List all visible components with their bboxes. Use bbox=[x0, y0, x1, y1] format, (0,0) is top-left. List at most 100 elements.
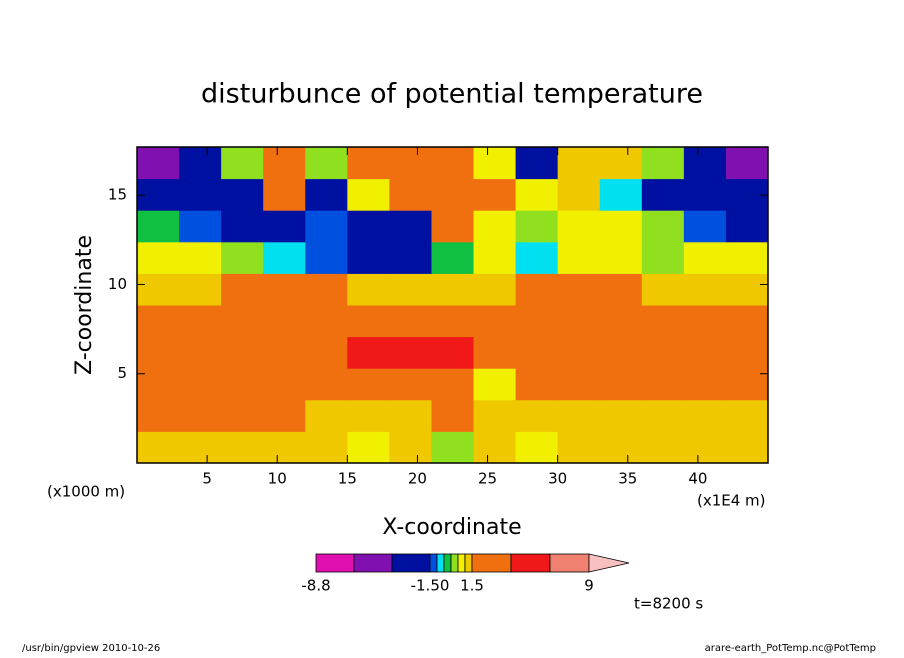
field-cell bbox=[179, 368, 222, 401]
colorbar-segment bbox=[443, 553, 452, 573]
field-cell bbox=[515, 210, 559, 243]
x-tick-label: 5 bbox=[202, 470, 212, 488]
colorbar-segment bbox=[457, 553, 466, 573]
field-cell bbox=[305, 147, 348, 180]
field-cell bbox=[263, 336, 306, 369]
field-cell bbox=[389, 336, 432, 369]
field-cell bbox=[515, 178, 559, 211]
field-cell bbox=[389, 273, 432, 306]
field-cell bbox=[683, 178, 727, 211]
field-cell bbox=[263, 178, 306, 211]
field-cell bbox=[725, 241, 769, 274]
x-tick-label: 10 bbox=[268, 470, 287, 488]
field-cell bbox=[515, 336, 559, 369]
field-cell bbox=[137, 368, 180, 401]
field-cell bbox=[347, 210, 390, 243]
colorbar-tick-label: 1.5 bbox=[460, 577, 484, 595]
field-cell bbox=[305, 305, 348, 338]
field-cell bbox=[599, 241, 643, 274]
field-cell bbox=[431, 147, 475, 180]
field-cell bbox=[137, 241, 180, 274]
field bbox=[137, 147, 769, 464]
field-cell bbox=[137, 336, 180, 369]
colorbar-segment bbox=[315, 553, 355, 573]
field-cell bbox=[137, 210, 180, 243]
x-unit: (x1000 m) bbox=[47, 483, 125, 501]
field-cell bbox=[179, 431, 222, 464]
x-tick-label: 15 bbox=[338, 470, 357, 488]
field-cell bbox=[389, 431, 432, 464]
field-cell bbox=[557, 336, 601, 369]
colorbar-segment bbox=[510, 553, 551, 573]
field-cell bbox=[305, 273, 348, 306]
field-cell bbox=[431, 368, 475, 401]
field-cell bbox=[347, 241, 390, 274]
field-cell bbox=[473, 431, 517, 464]
field-cell bbox=[473, 210, 517, 243]
field-cell bbox=[683, 210, 727, 243]
field-cell bbox=[557, 241, 601, 274]
field-cell bbox=[725, 305, 769, 338]
field-cell bbox=[179, 273, 222, 306]
field-cell bbox=[683, 368, 727, 401]
field-cell bbox=[473, 305, 517, 338]
field-cell bbox=[221, 336, 264, 369]
y-tick-label: 15 bbox=[108, 186, 127, 204]
field-cell bbox=[305, 210, 348, 243]
field-cell bbox=[641, 147, 685, 180]
field-cell bbox=[515, 147, 559, 180]
field-cell bbox=[347, 178, 390, 211]
field-cell bbox=[725, 178, 769, 211]
field-cell bbox=[599, 178, 643, 211]
field-cell bbox=[473, 368, 517, 401]
y-tick-label: 10 bbox=[108, 275, 127, 293]
field-cell bbox=[473, 399, 517, 432]
field-cell bbox=[347, 431, 390, 464]
field-cell bbox=[305, 399, 348, 432]
field-cell bbox=[431, 399, 475, 432]
field-cell bbox=[389, 368, 432, 401]
field-cell bbox=[221, 305, 264, 338]
colorbar-tick-label: 9 bbox=[584, 577, 594, 595]
field-cell bbox=[263, 241, 306, 274]
field-cell bbox=[263, 368, 306, 401]
x-tick-label: 20 bbox=[408, 470, 427, 488]
field-cell bbox=[137, 399, 180, 432]
field-cell bbox=[389, 399, 432, 432]
field-cell bbox=[557, 147, 601, 180]
field-cell bbox=[221, 241, 264, 274]
field-cell bbox=[683, 305, 727, 338]
footer-left: /usr/bin/gpview 2010-10-26 bbox=[22, 643, 160, 654]
field-cell bbox=[179, 305, 222, 338]
field-cell bbox=[305, 431, 348, 464]
field-cell bbox=[473, 147, 517, 180]
colorbar-segment bbox=[549, 553, 590, 573]
field-cell bbox=[557, 273, 601, 306]
field-cell bbox=[347, 305, 390, 338]
colorbar-segment bbox=[353, 553, 393, 573]
field-cell bbox=[389, 178, 432, 211]
colorbar-over bbox=[588, 553, 630, 573]
field-cell bbox=[179, 210, 222, 243]
field-cell bbox=[557, 210, 601, 243]
field-cell bbox=[599, 147, 643, 180]
field-cell bbox=[557, 431, 601, 464]
field-cell bbox=[641, 178, 685, 211]
y-tick-label: 5 bbox=[117, 364, 127, 382]
field-cell bbox=[263, 399, 306, 432]
field-cell bbox=[515, 399, 559, 432]
field-cell bbox=[305, 368, 348, 401]
field-cell bbox=[599, 273, 643, 306]
time-label: t=8200 s bbox=[634, 595, 703, 613]
field-cell bbox=[221, 431, 264, 464]
field-cell bbox=[599, 399, 643, 432]
field-cell bbox=[347, 368, 390, 401]
field-cell bbox=[179, 399, 222, 432]
field-cell bbox=[641, 368, 685, 401]
field-cell bbox=[431, 336, 475, 369]
field-cell bbox=[137, 178, 180, 211]
field-cell bbox=[683, 147, 727, 180]
field-cell bbox=[179, 147, 222, 180]
field-cell bbox=[641, 431, 685, 464]
